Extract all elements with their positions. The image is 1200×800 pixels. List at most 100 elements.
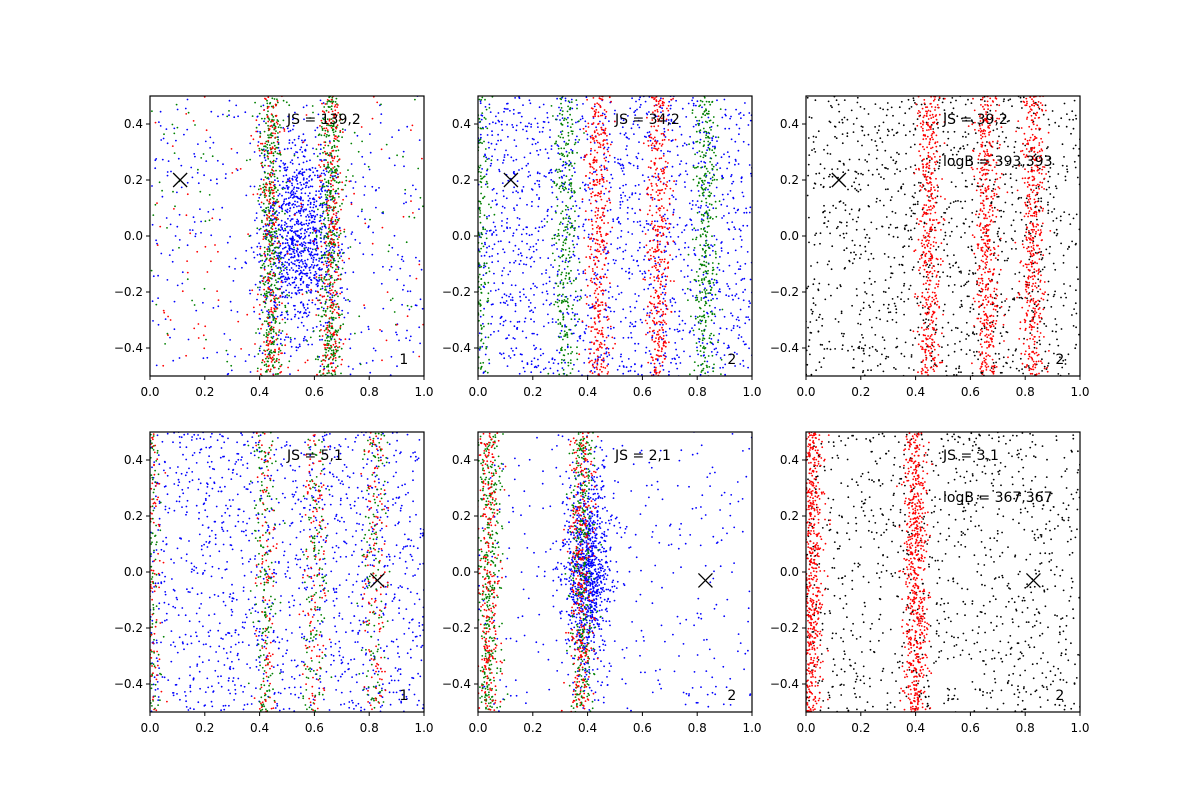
data-point bbox=[276, 254, 278, 257]
data-point bbox=[545, 269, 548, 271]
data-point bbox=[718, 269, 721, 271]
data-point bbox=[271, 126, 274, 128]
data-point bbox=[422, 205, 424, 208]
data-point bbox=[361, 208, 363, 211]
data-point bbox=[712, 249, 714, 252]
data-point bbox=[561, 234, 564, 237]
data-point bbox=[343, 297, 345, 299]
data-point bbox=[319, 152, 321, 155]
data-point bbox=[654, 291, 657, 294]
data-point bbox=[313, 210, 315, 213]
data-point bbox=[560, 295, 563, 297]
data-point bbox=[602, 249, 604, 251]
data-point bbox=[556, 270, 559, 273]
data-point bbox=[594, 115, 596, 118]
data-point bbox=[320, 329, 322, 331]
data-point bbox=[266, 279, 269, 281]
data-point bbox=[280, 219, 283, 222]
data-point bbox=[150, 269, 153, 272]
data-point bbox=[594, 358, 597, 361]
data-point bbox=[402, 215, 405, 218]
data-point bbox=[725, 327, 728, 330]
data-point bbox=[299, 311, 301, 314]
data-point bbox=[546, 152, 549, 154]
data-point bbox=[154, 203, 157, 206]
data-point bbox=[736, 353, 738, 355]
data-point bbox=[279, 244, 282, 247]
data-point bbox=[546, 210, 549, 213]
data-point bbox=[600, 169, 603, 172]
data-point bbox=[503, 251, 506, 254]
data-point bbox=[590, 209, 593, 212]
data-point bbox=[331, 369, 334, 372]
data-point bbox=[627, 218, 629, 220]
data-point bbox=[512, 250, 515, 252]
data-point bbox=[178, 239, 181, 241]
data-point bbox=[304, 186, 307, 189]
data-point bbox=[316, 253, 319, 256]
data-point bbox=[303, 232, 306, 235]
data-point bbox=[402, 260, 405, 262]
data-point bbox=[664, 300, 667, 302]
data-point bbox=[325, 153, 327, 156]
data-point bbox=[671, 129, 674, 132]
data-point bbox=[730, 312, 732, 315]
data-point bbox=[323, 329, 326, 332]
data-point bbox=[273, 340, 276, 342]
data-point bbox=[272, 141, 275, 144]
data-point bbox=[584, 294, 587, 296]
data-point bbox=[301, 139, 303, 142]
data-point bbox=[152, 275, 155, 278]
data-point bbox=[664, 340, 666, 343]
data-point bbox=[679, 163, 681, 166]
data-point bbox=[339, 229, 342, 232]
data-point bbox=[330, 179, 333, 182]
data-point bbox=[178, 213, 181, 216]
data-point bbox=[304, 259, 306, 262]
data-point bbox=[287, 197, 290, 200]
data-point bbox=[339, 326, 342, 328]
data-point bbox=[268, 222, 271, 225]
data-point bbox=[664, 267, 667, 270]
data-point bbox=[337, 254, 339, 256]
data-point bbox=[364, 218, 366, 221]
data-point bbox=[156, 244, 159, 247]
data-point bbox=[327, 269, 330, 272]
data-point bbox=[265, 98, 267, 101]
data-point bbox=[530, 363, 533, 366]
data-point bbox=[523, 320, 526, 323]
data-point bbox=[334, 175, 337, 177]
data-point bbox=[502, 301, 505, 304]
data-point bbox=[620, 353, 622, 356]
data-point bbox=[577, 370, 580, 372]
data-point bbox=[285, 191, 287, 194]
data-point bbox=[713, 195, 716, 197]
data-point bbox=[349, 333, 352, 335]
data-point bbox=[619, 132, 622, 135]
data-point bbox=[607, 250, 609, 253]
data-point bbox=[681, 288, 684, 291]
data-point bbox=[335, 97, 338, 100]
data-point bbox=[595, 277, 598, 280]
data-point bbox=[268, 223, 271, 226]
data-point bbox=[266, 177, 268, 180]
data-point bbox=[231, 172, 234, 174]
data-point bbox=[287, 231, 289, 234]
data-point bbox=[187, 338, 190, 341]
data-point bbox=[285, 222, 288, 225]
data-point bbox=[532, 311, 535, 314]
data-point bbox=[711, 245, 714, 248]
data-point bbox=[637, 264, 640, 267]
data-point bbox=[563, 174, 565, 177]
data-point bbox=[302, 171, 304, 174]
data-point bbox=[298, 236, 300, 239]
data-point bbox=[299, 212, 301, 215]
data-point bbox=[286, 313, 289, 316]
data-point bbox=[502, 324, 505, 327]
data-point bbox=[330, 366, 333, 369]
data-point bbox=[402, 155, 404, 158]
data-point bbox=[295, 292, 298, 295]
data-point bbox=[254, 101, 256, 104]
data-point bbox=[634, 184, 637, 187]
data-point bbox=[583, 331, 586, 333]
